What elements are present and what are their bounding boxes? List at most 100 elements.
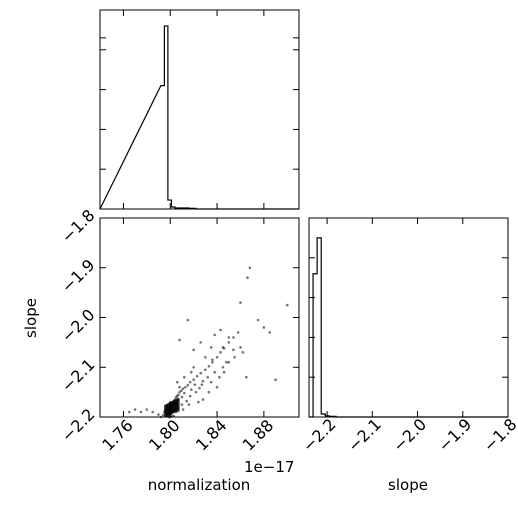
scatter-point — [197, 400, 200, 404]
scatter-point — [246, 276, 249, 280]
scatter-point — [180, 389, 183, 392]
scatter-ytick-labels: −2.2 −2.1 −2.0 −1.9 −1.8 — [58, 206, 99, 446]
normalization-histogram-ticks — [100, 10, 299, 209]
scatter-point — [184, 385, 187, 389]
scatter-point — [227, 341, 231, 344]
scatter-point — [211, 358, 214, 362]
scatter-point — [219, 328, 222, 332]
scatter-point — [182, 391, 186, 395]
scatter-point — [159, 415, 163, 419]
normalization-histogram-frame — [99, 9, 300, 210]
x-axis-label-normalization: normalization — [148, 476, 251, 494]
scatter-point — [221, 346, 225, 349]
scatter-point — [274, 378, 277, 381]
scatter-ticks — [100, 217, 299, 418]
scatter-point — [192, 365, 195, 369]
scatter-point — [207, 390, 211, 394]
scatter-point — [199, 371, 202, 375]
scatter-point — [190, 370, 193, 374]
slope-hist-xtick-label: −1.8 — [480, 415, 518, 456]
scatter-point — [194, 390, 198, 394]
scatter-point — [192, 348, 195, 352]
scatter-point — [192, 378, 195, 381]
scatter-xtick-labels: 1.76 1.80 1.84 1.88 — [98, 416, 277, 455]
scatter-point — [199, 341, 202, 344]
normalization-histogram-panel — [99, 9, 300, 210]
x-offset-label: 1e−17 — [244, 458, 294, 476]
y-axis-label-slope: slope — [22, 298, 40, 338]
scatter-point — [227, 360, 231, 364]
slope-histogram-bars — [309, 237, 508, 418]
scatter-point — [232, 336, 235, 339]
scatter-point — [245, 375, 248, 379]
slope-hist-xtick-label: −2.2 — [299, 415, 340, 456]
scatter-point — [262, 326, 266, 329]
scatter-point — [241, 351, 245, 354]
scatter-point — [232, 348, 235, 352]
scatter-point — [133, 408, 137, 411]
scatter-point — [204, 356, 207, 359]
scatter-point — [190, 388, 193, 391]
scatter-point — [180, 395, 184, 399]
scatter-point — [218, 375, 221, 379]
scatter-point — [161, 413, 165, 417]
scatter-point — [209, 346, 213, 349]
scatter-xtick-label: 1.76 — [98, 416, 137, 455]
scatter-point — [178, 338, 181, 342]
slope-hist-xtick-label: −1.9 — [434, 415, 475, 456]
scatter-point — [185, 399, 188, 403]
scatter-point — [222, 370, 226, 374]
scatter-point — [167, 415, 171, 419]
scatter-points — [127, 266, 289, 419]
scatter-point — [193, 383, 197, 386]
scatter-point — [178, 390, 181, 394]
slope-histogram-xtick-labels: −2.2 −2.1 −2.0 −1.9 −1.8 — [299, 415, 518, 456]
scatter-point — [175, 380, 179, 384]
scatter-ytick-label: −1.8 — [58, 206, 99, 247]
scatter-point — [209, 380, 213, 384]
scatter-point — [248, 266, 252, 270]
scatter-point — [139, 410, 143, 414]
scatter-point — [204, 368, 207, 372]
scatter-point — [176, 397, 180, 401]
scatter-point — [215, 356, 219, 359]
scatter-point — [213, 333, 217, 337]
scatter-point — [211, 360, 214, 364]
scatter-point — [236, 331, 240, 334]
scatter-point — [188, 394, 192, 398]
scatter-point — [182, 375, 186, 379]
scatter-panel: 1.76 1.80 1.84 1.88 −2.2 −2.1 −2.0 −1.9 −1.8 1e… — [22, 206, 300, 494]
scatter-point — [181, 408, 185, 411]
scatter-point — [239, 346, 242, 349]
scatter-point — [213, 370, 217, 374]
scatter-point — [201, 379, 205, 383]
scatter-point — [225, 360, 228, 364]
scatter-point — [285, 303, 289, 307]
scatter-point — [227, 336, 231, 339]
scatter-point — [178, 385, 181, 389]
scatter-point — [206, 375, 209, 379]
scatter-point — [207, 364, 211, 368]
scatter-point — [221, 365, 225, 369]
slope-hist-xtick-label: −2.1 — [344, 415, 385, 456]
scatter-point — [180, 403, 184, 406]
x-axis-label-slope: slope — [388, 476, 428, 494]
normalization-histogram-bars — [99, 25, 299, 210]
scatter-point — [219, 351, 222, 354]
scatter-point — [198, 386, 201, 390]
scatter-point — [200, 383, 204, 386]
scatter-point — [172, 414, 176, 418]
scatter-point — [268, 331, 272, 334]
scatter-point — [239, 301, 242, 304]
slope-hist-xtick-label: −2.0 — [389, 415, 430, 456]
scatter-point — [177, 393, 180, 396]
scatter-point — [215, 385, 219, 389]
scatter-ytick-label: −2.0 — [58, 305, 99, 346]
slope-histogram-frame — [308, 217, 509, 418]
scatter-xtick-label: 1.88 — [239, 416, 278, 455]
scatter-point — [151, 410, 154, 414]
slope-histogram-ticks — [309, 218, 509, 417]
scatter-point — [181, 387, 185, 390]
scatter-point — [187, 403, 191, 406]
